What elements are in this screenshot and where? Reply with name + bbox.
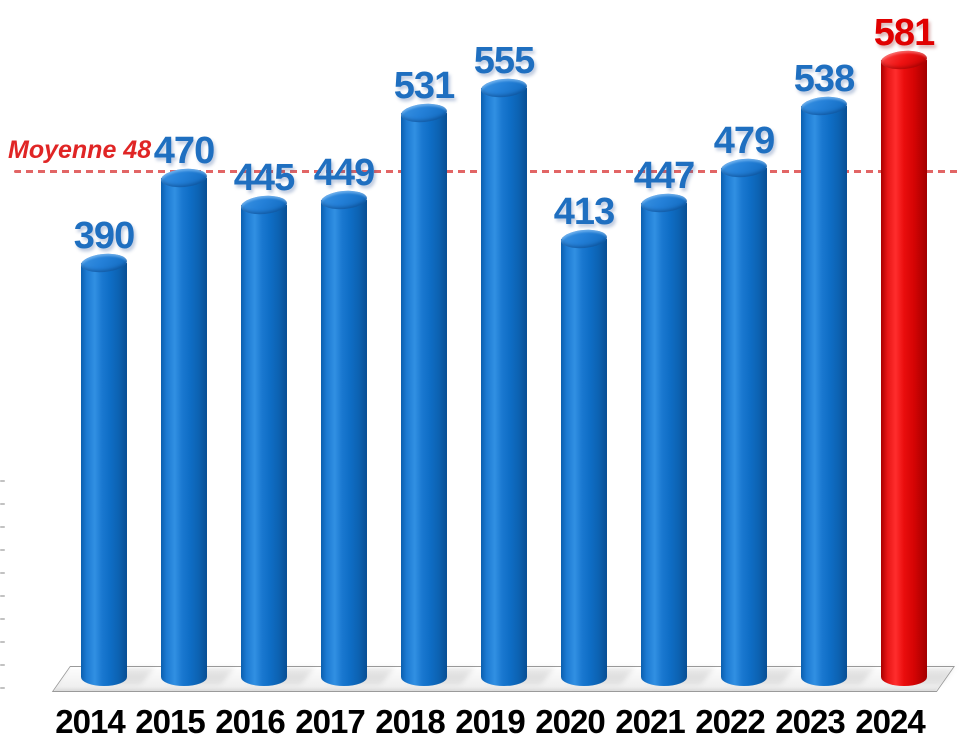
x-axis-label-2014: 2014 xyxy=(55,703,125,740)
value-label-2018: 531 xyxy=(393,65,455,107)
axis-tick xyxy=(0,664,5,666)
axis-tick xyxy=(0,549,5,551)
bar-2023 xyxy=(801,106,847,686)
x-axis-label-2019: 2019 xyxy=(455,703,525,740)
bar-2014 xyxy=(81,263,127,686)
x-axis-label-2022: 2022 xyxy=(695,703,765,740)
x-axis-label-2023: 2023 xyxy=(775,703,845,740)
bar-2022 xyxy=(721,168,767,686)
bar-2021 xyxy=(641,203,687,686)
bar-2017 xyxy=(321,200,367,686)
axis-tick xyxy=(0,618,5,620)
value-label-2016: 445 xyxy=(233,157,295,199)
value-label-2017: 449 xyxy=(313,152,375,194)
bar-2016 xyxy=(241,205,287,686)
bar-2015 xyxy=(161,178,207,686)
axis-tick xyxy=(0,503,5,505)
x-axis-label-2024: 2024 xyxy=(855,703,925,740)
value-label-2022: 479 xyxy=(713,120,775,162)
bar-2024 xyxy=(881,60,927,686)
value-label-2019: 555 xyxy=(473,40,535,82)
value-label-2024: 581 xyxy=(873,12,935,54)
axis-tick xyxy=(0,572,5,574)
axis-tick xyxy=(0,641,5,643)
x-axis-label-2020: 2020 xyxy=(535,703,605,740)
bar-2020 xyxy=(561,239,607,686)
value-label-2021: 447 xyxy=(633,155,695,197)
value-label-2015: 470 xyxy=(153,130,215,172)
x-axis-label-2017: 2017 xyxy=(295,703,365,740)
bar-2019 xyxy=(481,88,527,686)
value-label-2014: 390 xyxy=(73,215,135,257)
axis-tick xyxy=(0,480,5,482)
x-axis-label-2018: 2018 xyxy=(375,703,445,740)
value-label-2023: 538 xyxy=(793,58,855,100)
axis-tick xyxy=(0,595,5,597)
axis-tick xyxy=(0,526,5,528)
bar-2018 xyxy=(401,113,447,686)
x-axis-label-2016: 2016 xyxy=(215,703,285,740)
value-label-2020: 413 xyxy=(553,191,615,233)
axis-tick xyxy=(0,687,5,689)
x-axis-label-2015: 2015 xyxy=(135,703,205,740)
x-axis-label-2021: 2021 xyxy=(615,703,685,740)
average-line-label: Moyenne 48 xyxy=(8,136,152,164)
